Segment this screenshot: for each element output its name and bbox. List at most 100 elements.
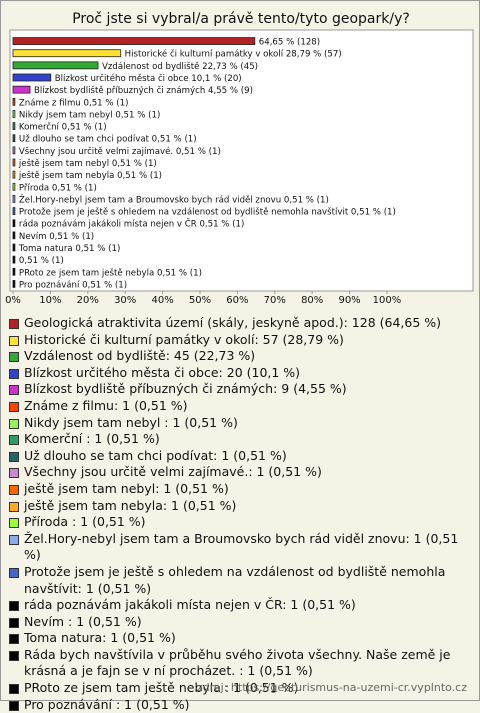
x-tick-label: 20%: [77, 295, 99, 306]
legend-swatch: [9, 401, 19, 412]
legend-swatch: [9, 368, 19, 379]
legend-swatch: [9, 418, 19, 429]
legend-label: Geologická atraktivita území (skály, jes…: [24, 315, 442, 330]
legend-item: Protože jsem je ještě s ohledem na vzdál…: [9, 564, 469, 597]
legend-label: Nevím : 1 (0,51 %): [24, 613, 142, 629]
legend-label: ještě jsem tam nebyl: 1 (0,51 %): [24, 480, 229, 496]
x-tick-label: 40%: [151, 295, 173, 306]
legend-swatch: [9, 435, 19, 446]
legend-label: Vzdálenost od bydliště: 45 (22,73 %): [24, 348, 256, 364]
legend-label: Ráda bych navštívila v průběhu svého živ…: [24, 646, 451, 679]
legend-item: ještě jsem tam nebyla: 1 (0,51 %): [9, 498, 469, 515]
bar: [12, 97, 16, 106]
bar: [12, 61, 99, 70]
legend-swatch: [9, 335, 19, 346]
bar-label: Pro poznávání 0,51 % (1): [19, 280, 127, 290]
legend-swatch: [9, 634, 19, 645]
legend-item: Blízkost bydliště příbuzných či známých:…: [9, 381, 469, 398]
legend-swatch: [9, 451, 19, 462]
bar: [12, 170, 16, 179]
legend-item: ještě jsem tam nebyl: 1 (0,51 %): [9, 481, 469, 498]
legend-label: Komerční : 1 (0,51 %): [24, 431, 160, 447]
legend-item: Nikdy jsem tam nebyl : 1 (0,51 %): [9, 415, 469, 432]
bar: [12, 267, 16, 276]
x-tick-label: 100%: [373, 295, 402, 306]
bar-label: Nevím 0,51 % (1): [19, 232, 94, 242]
legend-item: Už dlouho se tam chci podívat: 1 (0,51 %…: [9, 448, 469, 465]
bar-label: ještě jsem tam nebyla 0,51 % (1): [18, 170, 162, 181]
bar: [12, 219, 16, 228]
legend-label: PRoto ze jsem tam ještě nebyla : 1 (0,51…: [24, 680, 299, 696]
bar: [12, 243, 16, 252]
plot-area: [9, 29, 474, 292]
bar: [12, 195, 16, 203]
bar-label: 64,65 % (128): [259, 38, 320, 48]
legend-item: Vzdálenost od bydliště: 45 (22,73 %): [9, 348, 469, 365]
legend-swatch: [9, 684, 19, 695]
legend-swatch: [9, 567, 19, 578]
legend-swatch: [9, 650, 19, 661]
bar-label: PRoto ze jsem tam ještě nebyla 0,51 % (1…: [19, 267, 202, 278]
bar-label: ráda poznávám jakákoli místa nejen v ČR …: [19, 218, 244, 230]
legend-label: Všechny jsou určitě velmi zajímavé.: 1 (…: [24, 464, 322, 480]
bar: [12, 110, 16, 118]
legend-item: Historické či kulturní památky v okolí: …: [9, 332, 469, 349]
bar-label: Blízkost bydliště příbuzných či známých …: [34, 85, 253, 96]
x-tick-label: 0%: [5, 295, 21, 306]
legend-item: Toma natura: 1 (0,51 %): [9, 630, 469, 647]
bar-label: ještě jsem tam nebyl 0,51 % (1): [18, 158, 157, 169]
bar-label: Toma natura 0,51 % (1): [18, 244, 120, 254]
bar: [12, 255, 16, 264]
legend-item: Pro poznávání : 1 (0,51 %): [9, 697, 469, 713]
bar: [12, 134, 16, 143]
bar: [12, 37, 256, 45]
legend-label: Žel.Hory-nebyl jsem tam a Broumovsko byc…: [24, 530, 459, 563]
legend-item: Blízkost určitého města či obce: 20 (10,…: [9, 365, 469, 382]
bar-label: Příroda 0,51 % (1): [19, 183, 97, 193]
x-tick-label: 90%: [338, 295, 360, 306]
x-tick-label: 50%: [189, 295, 211, 306]
legend-swatch: [9, 518, 19, 529]
legend-swatch: [9, 501, 19, 512]
legend-label: Nikdy jsem tam nebyl : 1 (0,51 %): [24, 414, 238, 430]
bar-label: Známe z filmu 0,51 % (1): [19, 98, 129, 108]
legend-item: ráda poznávám jakákoli místa nejen v ČR:…: [9, 597, 469, 614]
bar: [12, 122, 16, 130]
legend-item: Známe z filmu: 1 (0,51 %): [9, 398, 469, 415]
legend-swatch: [9, 484, 19, 495]
bar-label: Protože jsem je ještě s ohledem na vzdál…: [19, 207, 396, 218]
legend-item: PRoto ze jsem tam ještě nebyla : 1 (0,51…: [9, 680, 469, 697]
legend-label: Blízkost bydliště příbuzných či známých:…: [24, 381, 347, 397]
legend-label: Historické či kulturní památky v okolí: …: [24, 331, 344, 347]
legend-swatch: [9, 352, 19, 363]
legend-swatch: [9, 617, 19, 628]
legend-label: Známe z filmu: 1 (0,51 %): [24, 397, 188, 413]
legend-item: Komerční : 1 (0,51 %): [9, 431, 469, 448]
legend-label: ráda poznávám jakákoli místa nejen v ČR:…: [24, 597, 356, 613]
bar-label: Historické či kulturní památky v okolí 2…: [125, 49, 342, 60]
legend-label: Protože jsem je ještě s ohledem na vzdál…: [24, 563, 446, 596]
x-tick-label: 70%: [264, 295, 286, 306]
bar: [12, 49, 122, 58]
bar-label: Komerční 0,51 % (1): [19, 122, 107, 133]
legend-swatch: [9, 601, 19, 612]
legend-swatch: [9, 468, 19, 479]
chart: Proč jste si vybral/a právě tento/tyto g…: [5, 11, 474, 306]
legend-label: Pro poznávání : 1 (0,51 %): [24, 696, 190, 712]
bar: [12, 158, 16, 167]
x-tick-label: 80%: [301, 295, 323, 306]
legend-item: Všechny jsou určitě velmi zajímavé.: 1 (…: [9, 464, 469, 481]
bar: [12, 231, 16, 240]
bar-label: Všechny jsou určitě velmi zajímavé. 0,51…: [19, 146, 221, 157]
bar: [12, 207, 16, 215]
legend-label: Příroda : 1 (0,51 %): [24, 514, 146, 530]
legend-swatch: [9, 385, 19, 396]
bar-label: Blízkost určitého města či obce 10,1 % (…: [55, 73, 242, 84]
bar: [12, 146, 16, 155]
source: zdroj: https://geoturismus-na-uzemi-cr.v…: [196, 681, 467, 694]
legend-item: Geologická atraktivita území (skály, jes…: [9, 315, 469, 332]
chart-title: Proč jste si vybral/a právě tento/tyto g…: [72, 11, 410, 27]
bar: [12, 280, 16, 288]
bar-label: Vzdálenost od bydliště 22,73 % (45): [102, 61, 258, 72]
